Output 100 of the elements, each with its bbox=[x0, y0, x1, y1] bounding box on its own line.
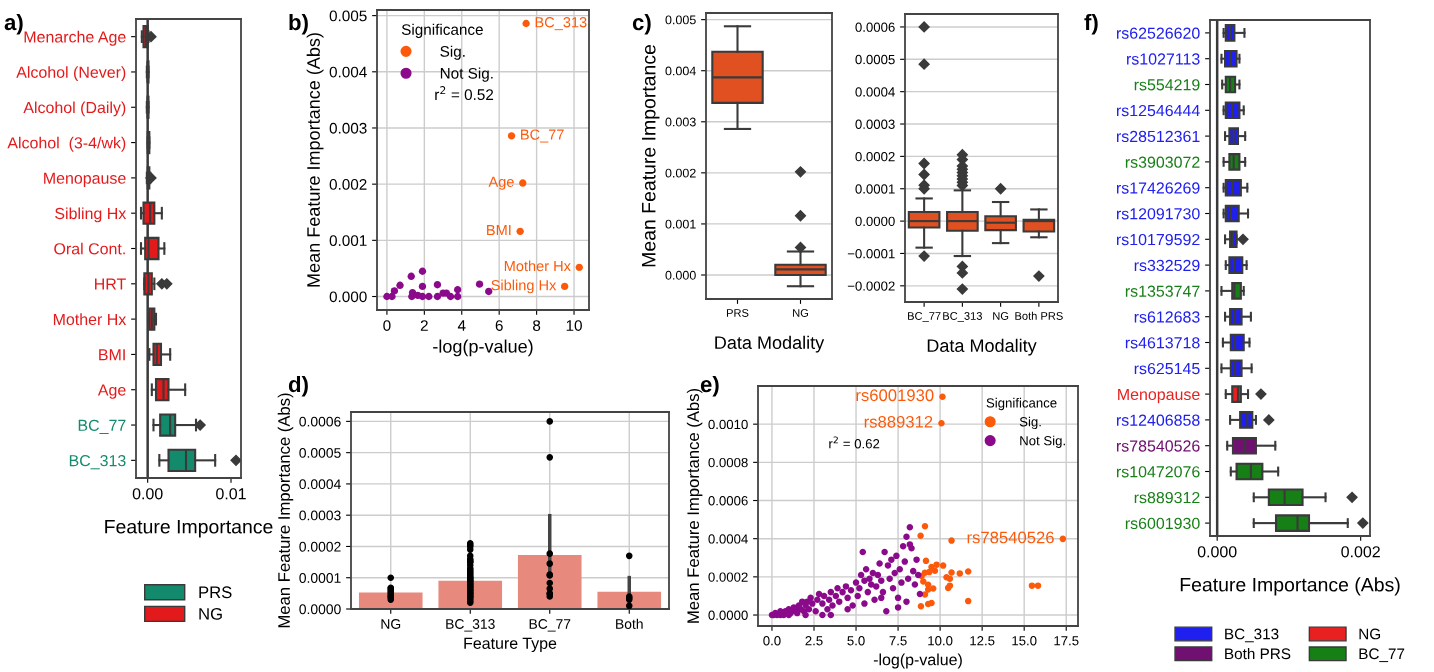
legend-title: Significance bbox=[401, 23, 483, 38]
x-tick-label: 17.5 bbox=[1054, 636, 1079, 646]
x-tick-label: 8 bbox=[533, 320, 541, 331]
y-tick-label: 0.0000 bbox=[299, 604, 341, 615]
y-tick-label: −0.0001 bbox=[847, 249, 895, 259]
y-tick-label: Alcohol (3-4/wk) bbox=[7, 136, 126, 152]
y-tick-label: rs12546444 bbox=[1116, 104, 1200, 117]
y-tick-label: 0.0002 bbox=[299, 541, 341, 552]
y-tick-label: rs332529 bbox=[1134, 259, 1200, 272]
chart-title: a) bbox=[4, 13, 23, 35]
y-tick-label: 0.001 bbox=[665, 219, 696, 229]
y-tick-label: 0.0001 bbox=[855, 184, 895, 194]
x-tick-label: 0.0 bbox=[763, 636, 781, 646]
y-tick-label: 0.0006 bbox=[855, 22, 895, 32]
y-tick-label: rs12406858 bbox=[1116, 414, 1200, 426]
y-tick-label: 0.0002 bbox=[708, 572, 748, 582]
y-tick-label: HRT bbox=[95, 278, 126, 290]
x-tick-label: 0.00 bbox=[132, 488, 163, 500]
legend-label: Not Sig. bbox=[1020, 435, 1065, 448]
x-axis-title: Feature Importance (Abs) bbox=[1180, 577, 1400, 596]
y-tick-label: 0.005 bbox=[329, 10, 367, 22]
annotation: BC_77 bbox=[521, 129, 564, 143]
annotation: Sibling Hx bbox=[491, 279, 557, 294]
y-tick-label: 0.004 bbox=[665, 66, 696, 76]
x-tick-label: BC_77 bbox=[908, 312, 941, 322]
y-tick-label: Age bbox=[97, 384, 126, 399]
y-tick-label: 0.005 bbox=[665, 15, 696, 25]
y-tick-label: rs889312 bbox=[1134, 491, 1200, 504]
x-axis-title: Feature Importance bbox=[105, 519, 273, 538]
legend-label: NG bbox=[199, 607, 222, 620]
y-tick-label: BC_77 bbox=[78, 419, 126, 434]
y-tick-label: rs3903072 bbox=[1125, 156, 1200, 168]
y-tick-label: rs6001930 bbox=[1125, 517, 1200, 530]
y-tick-label: 0.0003 bbox=[299, 510, 341, 521]
y-tick-label: BC_313 bbox=[69, 454, 126, 470]
y-tick-label: Alcohol (Never) bbox=[16, 66, 126, 82]
y-tick-label: rs4613718 bbox=[1125, 337, 1200, 349]
x-axis-title: Data Modality bbox=[927, 338, 1037, 356]
y-axis-title: Mean Feature Importance bbox=[642, 44, 660, 267]
x-tick-label: 2.5 bbox=[805, 636, 823, 646]
legend-label: Sig. bbox=[1019, 416, 1041, 430]
x-tick-label: NG bbox=[793, 309, 808, 317]
x-tick-label: NG bbox=[381, 619, 401, 629]
x-axis-title: Data Modality bbox=[715, 335, 825, 353]
x-axis-title: Feature Type bbox=[464, 637, 557, 653]
y-tick-label: rs12091730 bbox=[1116, 208, 1200, 220]
x-tick-label: 15.0 bbox=[1012, 636, 1037, 646]
y-tick-label: 0.003 bbox=[329, 122, 367, 134]
legend-label: Not Sig. bbox=[440, 67, 493, 82]
legend-label: Both PRS bbox=[1225, 647, 1291, 660]
x-tick-label: 0.01 bbox=[216, 488, 246, 500]
y-tick-label: 0.0000 bbox=[855, 216, 895, 227]
y-axis-title: Mean Feature Importance (Abs) bbox=[306, 33, 324, 287]
legend-label: PRS bbox=[199, 586, 232, 599]
y-tick-label: 0.0005 bbox=[299, 447, 341, 458]
y-tick-label: 0.004 bbox=[329, 66, 367, 78]
x-tick-label: 10 bbox=[566, 320, 582, 331]
y-tick-label: 0.003 bbox=[665, 117, 696, 127]
y-axis-title: Mean Feature Importance (Abs) bbox=[686, 388, 703, 623]
y-tick-label: rs1027113 bbox=[1127, 53, 1200, 65]
y-tick-label: BMI bbox=[99, 349, 125, 361]
annotation: rs78540526 bbox=[967, 531, 1054, 544]
y-tick-label: 0.0002 bbox=[855, 151, 895, 162]
x-tick-label: BC_313 bbox=[446, 619, 495, 632]
y-tick-label: 0.0006 bbox=[299, 416, 341, 427]
y-tick-label: 0.0004 bbox=[299, 479, 341, 490]
y-tick-label: 0.0010 bbox=[708, 419, 748, 430]
y-tick-label: rs28512361 bbox=[1116, 130, 1200, 143]
annotation: Age bbox=[488, 176, 514, 190]
y-tick-label: Sibling Hx bbox=[55, 207, 127, 223]
y-tick-label: Alcohol (Daily) bbox=[23, 101, 126, 117]
y-tick-label: −0.0002 bbox=[847, 281, 895, 291]
annotation: r$^{2}$ = 0.62 bbox=[829, 436, 880, 449]
x-axis-title: -log(p-value) bbox=[433, 339, 533, 357]
x-tick-label: 12.5 bbox=[970, 636, 995, 646]
y-tick-label: rs78540526 bbox=[1116, 440, 1200, 452]
y-tick-label: rs17426269 bbox=[1116, 182, 1200, 194]
x-tick-label: 4 bbox=[457, 320, 466, 331]
annotation: rs889312 bbox=[864, 415, 933, 428]
x-tick-label: 10.0 bbox=[928, 636, 953, 646]
legend-label: BC_77 bbox=[1359, 648, 1405, 663]
y-tick-label: 0.0006 bbox=[708, 496, 748, 506]
annotation: BC_313 bbox=[535, 17, 587, 31]
annotation: r$^{2}$ = 0.52 bbox=[435, 86, 494, 101]
x-tick-label: 6 bbox=[495, 320, 503, 331]
x-tick-label: 2 bbox=[420, 320, 428, 331]
y-tick-label: rs625145 bbox=[1134, 362, 1200, 375]
chart-title: b) bbox=[289, 13, 308, 35]
x-tick-label: 0 bbox=[383, 320, 391, 331]
y-tick-label: 0.0003 bbox=[855, 119, 895, 129]
y-tick-label: Menarche Age bbox=[24, 30, 126, 46]
y-tick-label: 0.002 bbox=[665, 168, 696, 178]
y-tick-label: 0.000 bbox=[665, 270, 696, 280]
y-tick-label: rs10179592 bbox=[1116, 233, 1200, 246]
y-tick-label: 0.0005 bbox=[855, 54, 895, 65]
chart-title: c) bbox=[632, 13, 651, 35]
x-tick-label: Both bbox=[616, 618, 643, 629]
x-tick-label: 5.0 bbox=[847, 636, 865, 646]
x-axis-title: -log(p-value) bbox=[873, 653, 962, 669]
y-tick-label: rs62526620 bbox=[1116, 27, 1200, 39]
